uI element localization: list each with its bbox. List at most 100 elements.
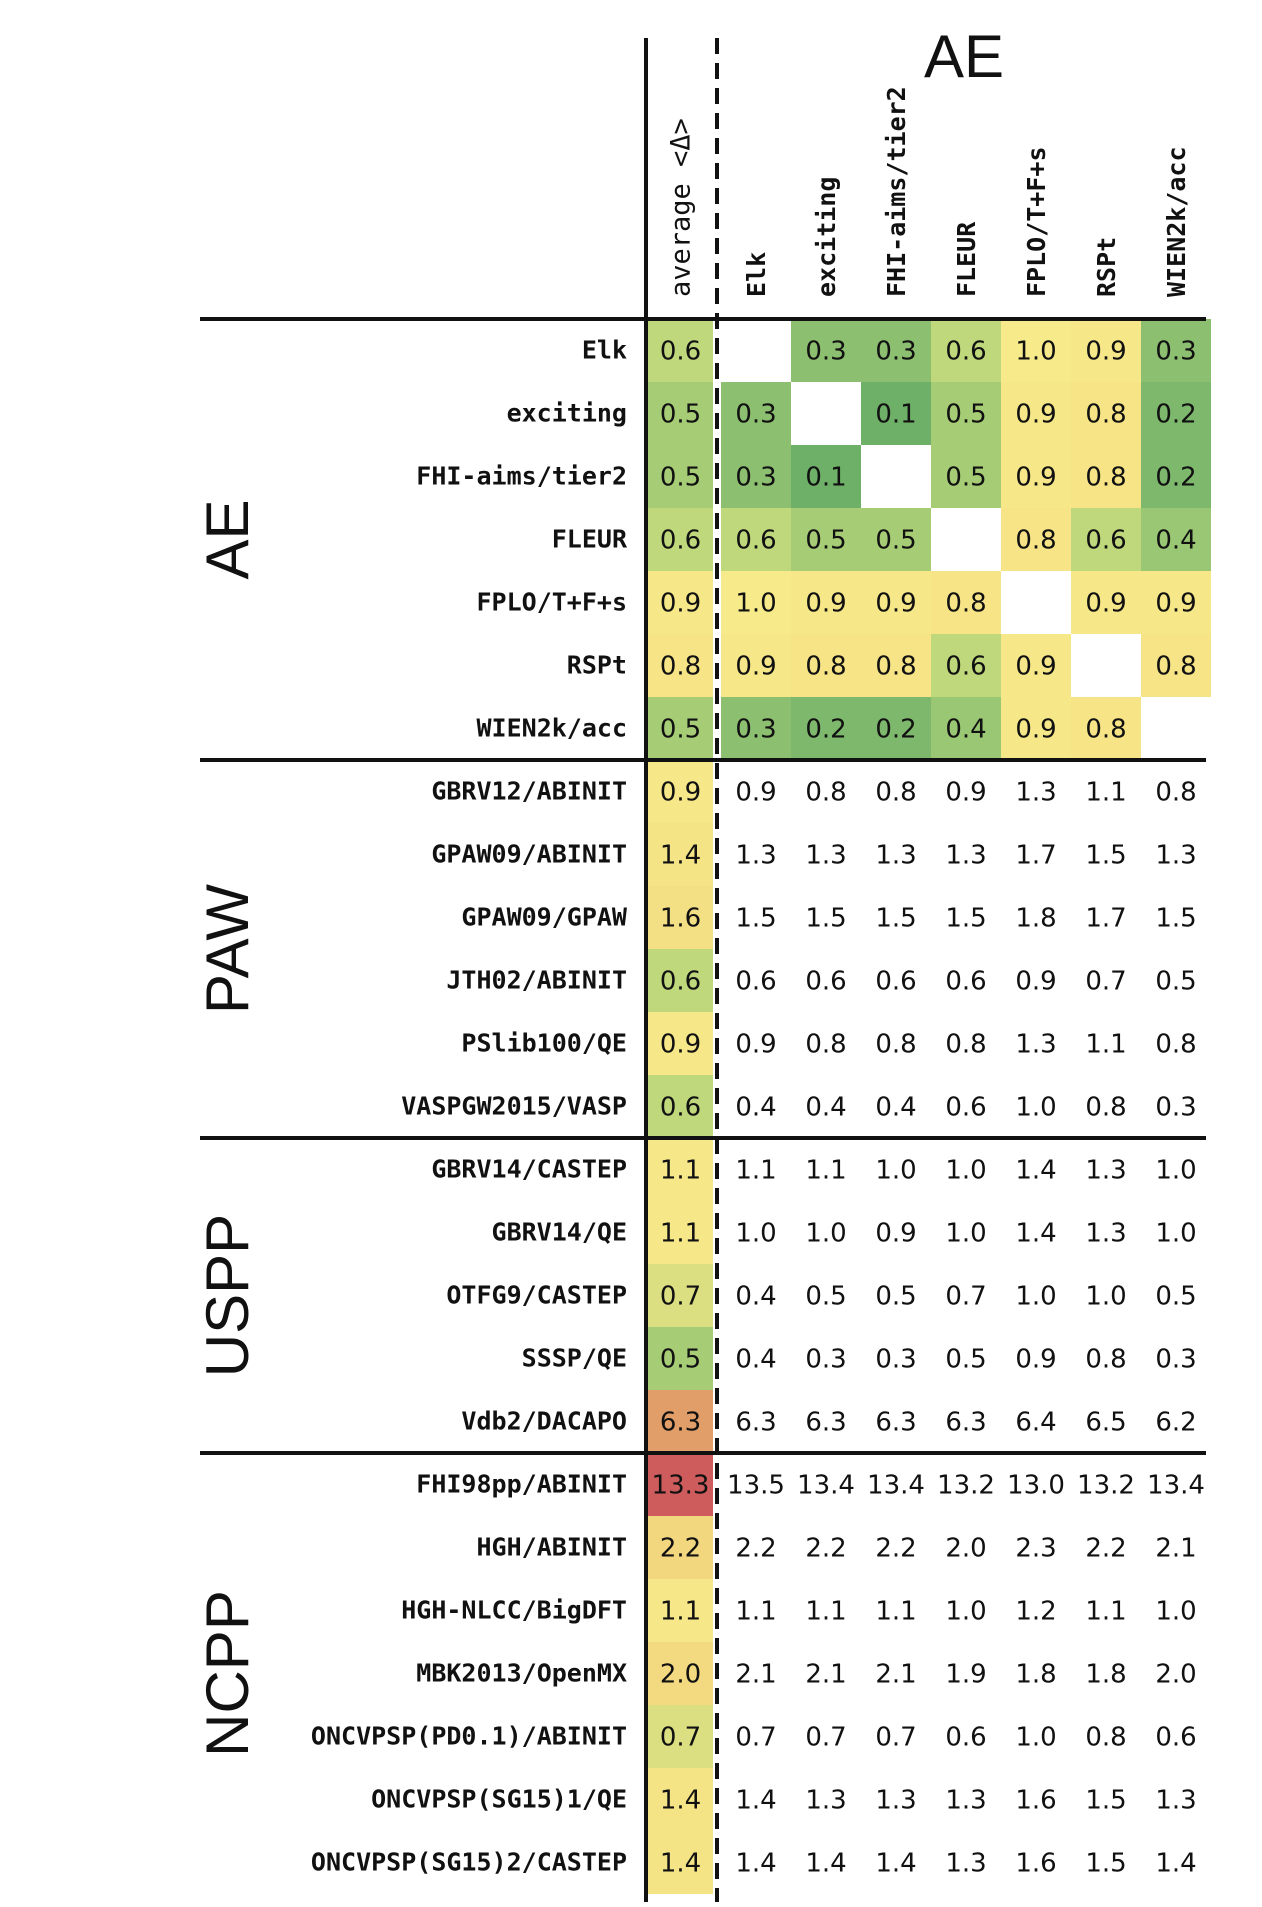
cell-value: 0.1 [805, 463, 846, 493]
heat-cell [791, 319, 861, 382]
avg-cell [648, 1579, 713, 1642]
heat-cell [1071, 697, 1141, 760]
avg-value: 1.4 [660, 1849, 701, 1879]
cell-value: 0.9 [945, 778, 986, 808]
cell-value: 1.7 [1085, 904, 1126, 934]
row-label: ONCVPSP(PD0.1)/ABINIT [311, 1722, 627, 1751]
heat-cell [861, 571, 931, 634]
cell-value: 0.1 [875, 400, 916, 430]
avg-value: 2.0 [660, 1660, 701, 1690]
cell-value: 6.3 [735, 1408, 776, 1438]
heat-cell [1141, 319, 1211, 382]
cell-value: 0.9 [735, 652, 776, 682]
heat-cell [1071, 445, 1141, 508]
avg-cell [648, 1516, 713, 1579]
avg-value: 0.9 [660, 1030, 701, 1060]
cell-value: 1.7 [1015, 841, 1056, 871]
cell-value: 0.6 [945, 1723, 986, 1753]
grid-lines [200, 38, 1206, 1902]
row-label: VASPGW2015/VASP [401, 1092, 627, 1121]
cell-value: 1.5 [735, 904, 776, 934]
avg-cell [648, 886, 713, 949]
cell-value: 0.6 [945, 967, 986, 997]
heat-cell [861, 697, 931, 760]
cell-value: 1.3 [1085, 1219, 1126, 1249]
cell-value: 0.8 [1085, 1723, 1126, 1753]
cell-value: 0.4 [1155, 526, 1196, 556]
cell-value: 1.1 [805, 1597, 846, 1627]
cell-value: 1.0 [1015, 1282, 1056, 1312]
cell-value: 1.8 [1085, 1660, 1126, 1690]
cell-value: 13.2 [937, 1471, 995, 1501]
cell-value: 1.6 [1015, 1786, 1056, 1816]
cell-value: 6.2 [1155, 1408, 1196, 1438]
cell-value: 1.5 [805, 904, 846, 934]
cell-value: 6.4 [1015, 1408, 1056, 1438]
cell-value: 0.4 [875, 1093, 916, 1123]
cell-value: 0.6 [875, 967, 916, 997]
group-label: NCPP [194, 1590, 261, 1757]
cell-value: 0.8 [875, 652, 916, 682]
cell-value: 1.0 [1085, 1282, 1126, 1312]
cell-value: 0.9 [1015, 652, 1056, 682]
cell-value: 1.3 [945, 841, 986, 871]
row-labels: Elk exciting FHI-aims/tier2 FLEUR FPLO/T+F+s… [311, 336, 628, 1877]
cell-value: 0.6 [1085, 526, 1126, 556]
cell-value: 1.4 [805, 1849, 846, 1879]
cell-value: 1.3 [1015, 778, 1056, 808]
cell-value: 1.3 [875, 1786, 916, 1816]
cell-value: 0.8 [875, 778, 916, 808]
heat-cell [931, 382, 1001, 445]
heat-cell [1001, 634, 1071, 697]
avg-value: 0.5 [660, 463, 701, 493]
heat-cell [861, 634, 931, 697]
avg-cell [648, 1642, 713, 1705]
heat-cell [931, 571, 1001, 634]
heat-cell [1001, 697, 1071, 760]
avg-cell [648, 1327, 713, 1390]
cell-value: 0.6 [1155, 1723, 1196, 1753]
cell-value: 1.1 [735, 1597, 776, 1627]
cell-value: 1.1 [1085, 778, 1126, 808]
cell-value: 0.8 [805, 1030, 846, 1060]
avg-cell [648, 1201, 713, 1264]
cell-value: 1.5 [1155, 904, 1196, 934]
avg-value: 0.7 [660, 1723, 701, 1753]
heat-cell [721, 382, 791, 445]
heat-cell [1071, 382, 1141, 445]
cell-value: 1.8 [1015, 1660, 1056, 1690]
avg-cell [648, 949, 713, 1012]
cell-value: 1.3 [945, 1849, 986, 1879]
cell-value: 0.3 [735, 715, 776, 745]
cell-value: 6.5 [1085, 1408, 1126, 1438]
cell-value: 0.3 [735, 463, 776, 493]
cell-value: 2.1 [805, 1660, 846, 1690]
cell-value: 1.3 [875, 841, 916, 871]
cell-value: 1.8 [1015, 904, 1056, 934]
avg-value: 1.4 [660, 1786, 701, 1816]
heat-cell [931, 319, 1001, 382]
heat-cell [1141, 634, 1211, 697]
cell-value: 0.9 [805, 589, 846, 619]
heat-cell [931, 634, 1001, 697]
heat-cell [1001, 382, 1071, 445]
avg-value: 1.4 [660, 841, 701, 871]
heat-cell [1001, 319, 1071, 382]
row-label: GPAW09/GPAW [461, 903, 628, 932]
cell-value: 1.5 [1085, 1849, 1126, 1879]
cell-value: 1.0 [1155, 1597, 1196, 1627]
average-column-label: average <Δ> [666, 118, 697, 297]
row-label: Vdb2/DACAPO [461, 1407, 627, 1436]
cell-value: 0.8 [1085, 1093, 1126, 1123]
cell-value: 0.8 [1085, 1345, 1126, 1375]
avg-cell [648, 1768, 713, 1831]
cell-value: 0.9 [1155, 589, 1196, 619]
avg-cell [648, 508, 713, 571]
cell-value: 2.3 [1015, 1534, 1056, 1564]
cell-value: 1.0 [945, 1597, 986, 1627]
heat-cell [721, 697, 791, 760]
cell-value: 0.3 [875, 337, 916, 367]
avg-cell [648, 1705, 713, 1768]
avg-cell [648, 823, 713, 886]
cell-value: 0.8 [945, 1030, 986, 1060]
